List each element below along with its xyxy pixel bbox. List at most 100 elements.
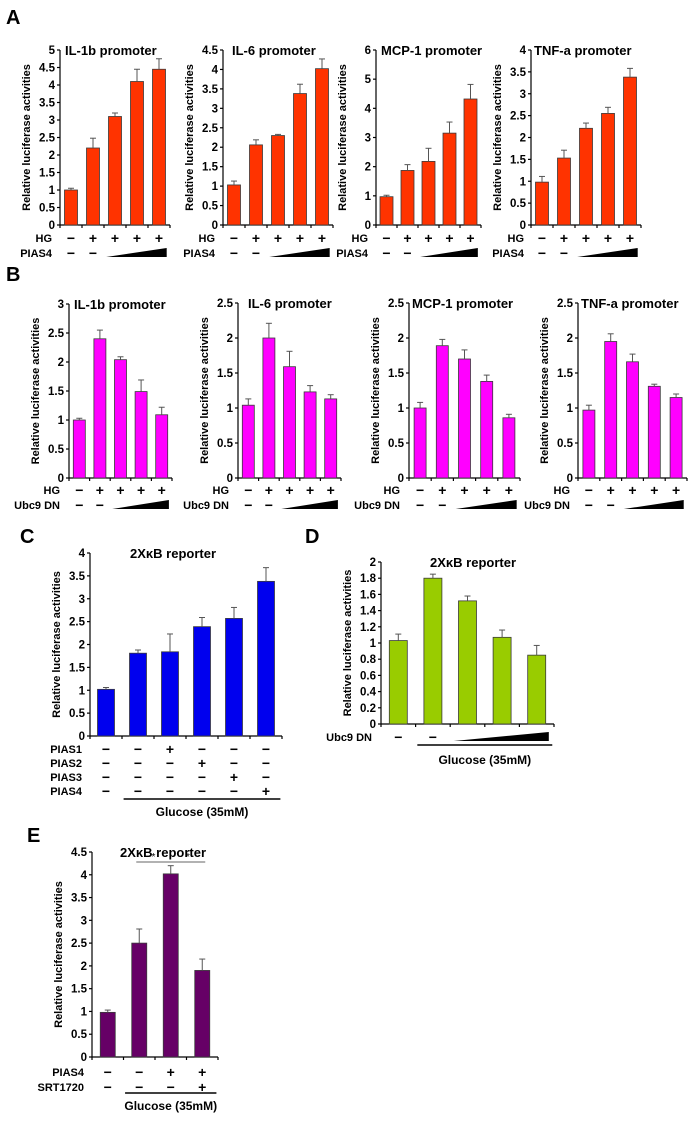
bar	[480, 380, 494, 479]
y-tick-label: 1	[79, 685, 86, 697]
y-tick-label: 1	[58, 415, 65, 427]
y-tick-label: 4	[365, 103, 372, 115]
y-tick-label: 4	[79, 548, 86, 560]
y-tick-label: 3	[58, 299, 64, 311]
significance-star: *	[186, 852, 190, 863]
minus-sign: −	[230, 245, 238, 261]
y-tick-label: 1.5	[510, 154, 527, 166]
bar	[64, 189, 78, 226]
bar	[423, 577, 443, 725]
bar	[162, 873, 179, 1058]
minus-sign: −	[102, 783, 110, 799]
minus-sign: −	[382, 230, 390, 246]
minus-sign: −	[230, 783, 238, 799]
y-axis-label: Relative luciferase activities	[539, 317, 551, 464]
bar	[604, 341, 618, 479]
bar	[86, 147, 100, 226]
bar	[97, 688, 115, 737]
minus-sign: −	[75, 482, 83, 498]
minus-sign: −	[382, 245, 390, 261]
bar	[99, 1011, 116, 1058]
y-tick-label: 0	[212, 220, 218, 232]
y-tick-label: 1	[365, 191, 372, 203]
y-axis-label: Relative luciferase activities	[30, 318, 42, 465]
minus-sign: −	[166, 755, 174, 771]
y-tick-label: 2	[79, 640, 85, 652]
minus-sign: −	[104, 1079, 112, 1095]
y-tick-label: 2	[398, 333, 404, 345]
minus-sign: −	[538, 230, 546, 246]
minus-sign: −	[416, 497, 424, 513]
y-tick-label: 0.5	[69, 708, 86, 720]
chart-a2: IL-6 promoter Relative luciferase activit…	[183, 43, 334, 261]
y-tick-label: 5	[365, 74, 372, 86]
y-tick-label: 1	[81, 1006, 88, 1018]
bar	[193, 626, 211, 737]
bar	[421, 161, 436, 226]
bar	[93, 338, 107, 479]
y-tick-label: 1	[520, 176, 527, 188]
plus-sign: +	[166, 741, 174, 757]
chart-title: IL-6 promoter	[248, 296, 332, 311]
y-tick-label: 0.6	[360, 670, 376, 682]
bar	[249, 144, 263, 226]
plus-sign: +	[285, 482, 293, 498]
y-tick-label: 1.5	[388, 368, 405, 380]
minus-sign: −	[198, 741, 206, 757]
bar	[400, 170, 415, 226]
minus-sign: −	[403, 245, 411, 261]
minus-sign: −	[262, 755, 270, 771]
chart-d: 2XκB reporter Relative luciferase activit…	[326, 555, 555, 767]
plus-sign: +	[133, 230, 141, 246]
condition-label: PIAS4	[50, 786, 83, 798]
y-tick-label: 1	[49, 185, 56, 197]
y-tick-label: 2	[567, 333, 573, 345]
bar	[601, 113, 615, 226]
minus-sign: −	[89, 245, 97, 261]
plus-sign: +	[466, 230, 474, 246]
bar	[131, 942, 148, 1058]
condition-label: HG	[352, 233, 369, 245]
condition-label: PIAS3	[50, 772, 82, 784]
minus-sign: −	[134, 755, 142, 771]
y-tick-label: 0	[81, 1052, 87, 1064]
bar	[227, 184, 241, 226]
panel-letter-c: C	[20, 526, 34, 548]
minus-sign: −	[538, 245, 546, 261]
plus-sign: +	[296, 230, 304, 246]
dose-ramp-triangle	[455, 500, 517, 509]
y-tick-label: 0	[365, 220, 371, 232]
y-tick-label: 0.5	[48, 444, 65, 456]
y-tick-label: 1.5	[71, 984, 88, 996]
y-tick-label: 2.5	[39, 133, 56, 145]
y-tick-label: 0	[520, 220, 526, 232]
plus-sign: +	[262, 783, 270, 799]
y-tick-label: 0	[58, 473, 64, 485]
y-axis-label: Relative luciferase activities	[370, 317, 382, 464]
y-tick-label: 3.5	[69, 571, 86, 583]
minus-sign: −	[244, 497, 252, 513]
plus-sign: +	[483, 482, 491, 498]
bar	[303, 391, 317, 479]
y-tick-label: 0	[567, 473, 573, 485]
minus-sign: −	[198, 769, 206, 785]
plus-sign: +	[672, 482, 680, 498]
y-tick-label: 2	[49, 150, 55, 162]
plus-sign: +	[626, 230, 634, 246]
bar	[626, 361, 639, 479]
minus-sign: −	[265, 497, 273, 513]
y-tick-label: 2	[370, 557, 376, 569]
condition-label: PIAS4	[20, 248, 53, 260]
bar	[72, 419, 86, 479]
dose-ramp-triangle	[269, 248, 330, 257]
condition-label: HG	[199, 233, 216, 245]
dose-ramp-triangle	[453, 732, 549, 741]
chart-e: 2XκB reporter Relative luciferase activit…	[38, 845, 219, 1113]
bar	[293, 93, 307, 226]
bar	[262, 337, 276, 479]
y-tick-label: 2.5	[202, 123, 219, 135]
panel-letter-a: A	[6, 7, 20, 29]
y-tick-label: 4	[212, 64, 219, 76]
chart-title: 2XκB reporter	[120, 845, 206, 860]
bar	[458, 358, 471, 479]
